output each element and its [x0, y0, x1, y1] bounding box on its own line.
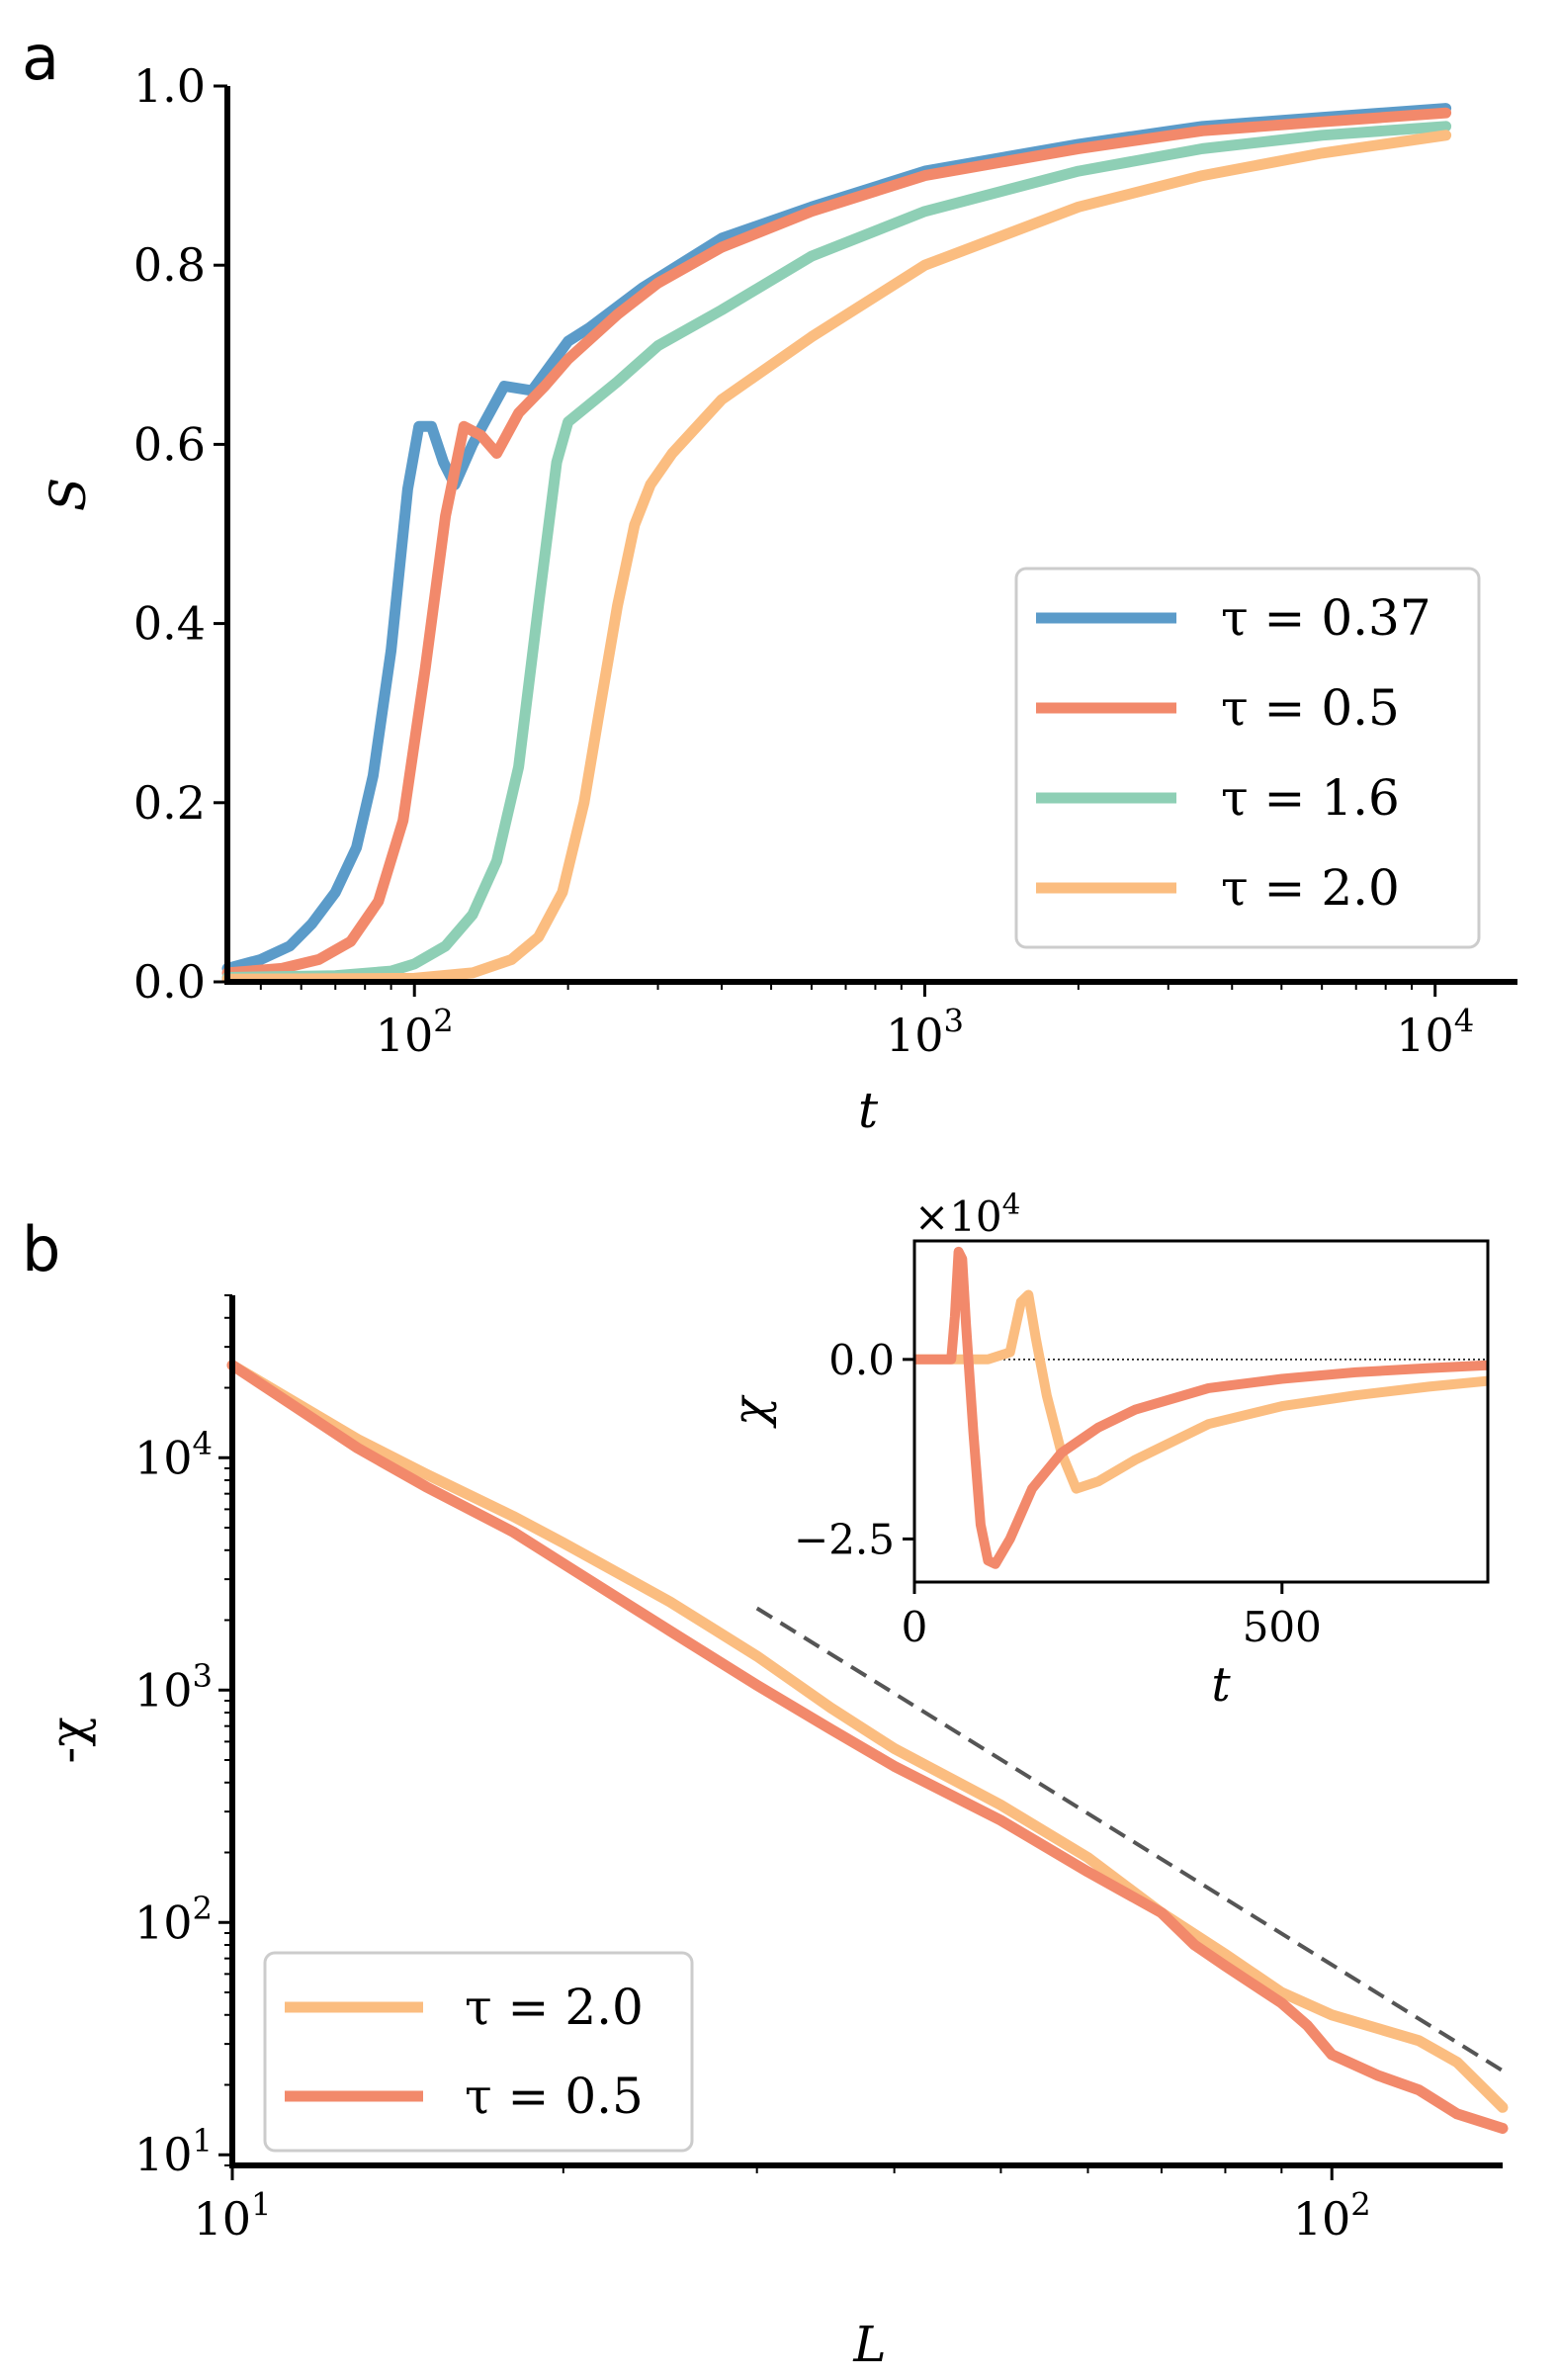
- panel-a-x-tick-label: 102: [376, 1003, 454, 1062]
- panel-b-line-series-2: [755, 1606, 1505, 2072]
- panel-a-line-series-1: [221, 107, 1452, 979]
- panel-b-series: [226, 1360, 1509, 2134]
- panel-b-y-tick-label: 104: [134, 1425, 213, 1484]
- panel-b-chart: 101 102 103 104 101 102 L -χ τ = 2.0 τ = 0.5 0…: [40, 1187, 1509, 2373]
- panel-b-line-series-1: [226, 1360, 1509, 2134]
- panel-label-a: a: [22, 22, 59, 94]
- panel-b-x-tick-label: 101: [193, 2186, 271, 2246]
- panel-a-x-tick-label: 104: [1396, 1003, 1474, 1062]
- panel-a-y-tick-label: 0.4: [133, 597, 206, 651]
- panel-a-axes: [224, 86, 1517, 985]
- panel-a-y-tick-label: 0.6: [133, 417, 206, 471]
- inset-y-axis-label: χ: [723, 1394, 778, 1429]
- inset-line-series-0: [914, 1289, 1488, 1494]
- panel-b-line-series-0: [226, 1360, 1509, 2113]
- panel-b-y-tick-label: 101: [134, 2122, 213, 2181]
- panel-b-y-axis-label: -χ: [40, 1717, 97, 1763]
- panel-b-y-tick-label: 102: [134, 1890, 213, 1949]
- panel-a-x-tick-label: 103: [886, 1003, 964, 1062]
- panel-b-axes: [229, 1295, 1503, 2168]
- panel-b-x-tick-label: 102: [1293, 2186, 1371, 2246]
- panel-a-series: [221, 103, 1452, 985]
- inset-x-tick-label: 500: [1243, 1603, 1322, 1651]
- panel-a-legend-label: τ = 1.6: [1221, 769, 1400, 827]
- panel-a-legend-label: τ = 0.37: [1221, 589, 1431, 647]
- inset-line-series-1: [914, 1246, 1488, 1569]
- inset-background: [914, 1241, 1488, 1582]
- inset-x-axis-label: t: [1211, 1657, 1231, 1713]
- panel-a-line-series-2: [221, 121, 1452, 983]
- panel-b-y-tick-label: 103: [134, 1657, 213, 1717]
- panel-a-chart: 0.0 0.2 0.4 0.6 0.8 1.0 102 103 104 t S τ = 0.37…: [40, 59, 1517, 1139]
- panel-a-x-axis-label: t: [858, 1082, 879, 1139]
- inset-y-tick-label: −2.5: [794, 1515, 895, 1563]
- panel-b-legend: τ = 2.0 τ = 0.5: [263, 1951, 694, 2153]
- panel-b-legend-label: τ = 2.0: [465, 1979, 644, 2036]
- inset-y-tick-label: 0.0: [828, 1336, 895, 1384]
- panel-a-y-axis-label: S: [40, 478, 97, 511]
- panel-a-y-tick-label: 0.2: [133, 776, 206, 830]
- inset-frame: [912, 1239, 1490, 1584]
- panel-a-ticks: 0.0 0.2 0.4 0.6 0.8 1.0 102 103 104: [133, 59, 1474, 1062]
- panel-b-ticks: 101 102 103 104 101 102: [134, 1294, 1371, 2246]
- panel-a-legend-label: τ = 0.5: [1221, 679, 1400, 737]
- panel-a-line-series-3: [221, 130, 1452, 985]
- inset-x-tick-label: 0: [902, 1603, 928, 1651]
- panel-a-y-tick-label: 0.0: [133, 955, 206, 1009]
- panel-a-y-tick-label: 0.8: [133, 238, 206, 292]
- panel-a-y-tick-label: 1.0: [133, 59, 206, 113]
- panel-b-legend-label: τ = 0.5: [465, 2068, 644, 2125]
- inset-offset-text: ×104: [914, 1187, 1020, 1241]
- panel-a-legend: τ = 0.37 τ = 0.5 τ = 1.6 τ = 2.0: [1014, 567, 1481, 949]
- panel-b-x-axis-label: L: [852, 2316, 886, 2373]
- panel-a-legend-box: [1014, 567, 1481, 949]
- panel-label-b: b: [22, 1213, 60, 1285]
- inset-series: [914, 1246, 1488, 1569]
- panel-a-legend-label: τ = 2.0: [1221, 859, 1400, 917]
